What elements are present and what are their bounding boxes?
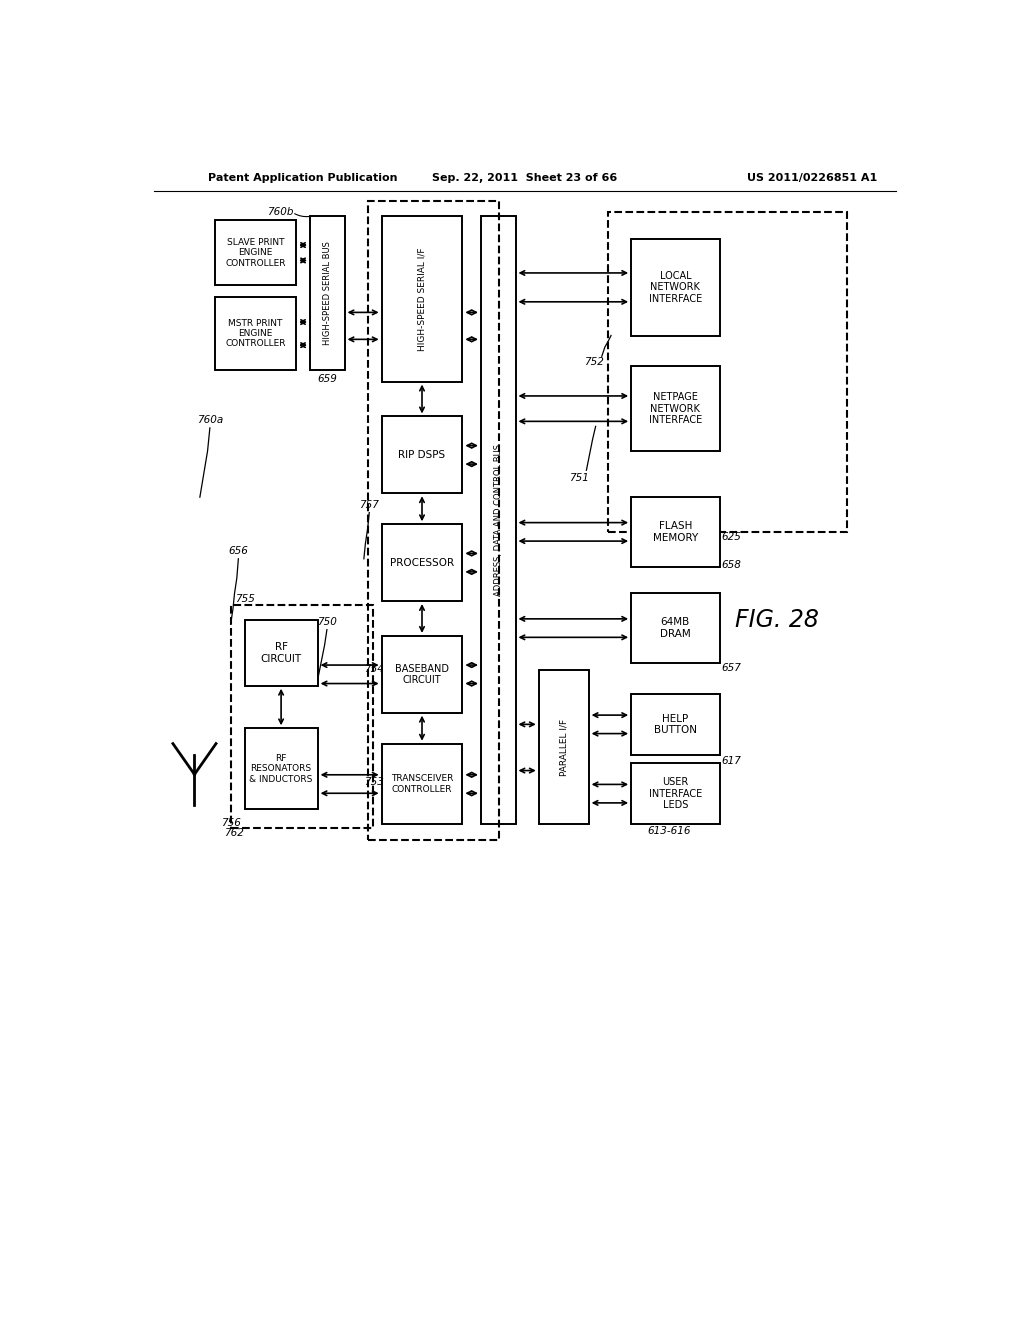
Bar — [631, 763, 720, 825]
Text: 753: 753 — [364, 777, 384, 787]
Text: 750: 750 — [317, 616, 337, 627]
Bar — [539, 671, 589, 825]
Text: PARALLEL I/F: PARALLEL I/F — [559, 719, 568, 776]
Text: 762: 762 — [224, 828, 244, 838]
Bar — [382, 743, 463, 825]
Text: 754: 754 — [364, 664, 384, 675]
Text: FLASH
MEMORY: FLASH MEMORY — [652, 521, 698, 543]
Bar — [310, 216, 345, 370]
Text: BASEBAND
CIRCUIT: BASEBAND CIRCUIT — [395, 664, 449, 685]
Bar — [382, 216, 463, 381]
Bar — [631, 693, 720, 755]
Text: RF
CIRCUIT: RF CIRCUIT — [260, 643, 302, 664]
Text: ADDRESS, DATA AND CONTROL BUS: ADDRESS, DATA AND CONTROL BUS — [494, 445, 503, 597]
Text: NETPAGE
NETWORK
INTERFACE: NETPAGE NETWORK INTERFACE — [649, 392, 702, 425]
Text: MSTR PRINT
ENGINE
CONTROLLER: MSTR PRINT ENGINE CONTROLLER — [225, 318, 286, 348]
Text: 64MB
DRAM: 64MB DRAM — [659, 618, 691, 639]
Bar — [481, 216, 515, 825]
Text: LOCAL
NETWORK
INTERFACE: LOCAL NETWORK INTERFACE — [649, 271, 702, 304]
Text: 755: 755 — [234, 594, 254, 603]
Bar — [368, 201, 499, 840]
Text: RF
RESONATORS
& INDUCTORS: RF RESONATORS & INDUCTORS — [250, 754, 312, 784]
Bar — [245, 729, 317, 809]
Text: HIGH-SPEED SERIAL I/F: HIGH-SPEED SERIAL I/F — [418, 247, 427, 351]
Text: Patent Application Publication: Patent Application Publication — [208, 173, 397, 182]
Bar — [631, 498, 720, 566]
Bar — [631, 594, 720, 663]
Text: Sep. 22, 2011  Sheet 23 of 66: Sep. 22, 2011 Sheet 23 of 66 — [432, 173, 617, 182]
Text: PROCESSOR: PROCESSOR — [390, 557, 454, 568]
Bar — [631, 366, 720, 451]
Text: US 2011/0226851 A1: US 2011/0226851 A1 — [748, 173, 878, 182]
Text: 760b: 760b — [267, 207, 294, 218]
Text: 752: 752 — [584, 358, 604, 367]
Bar — [215, 220, 296, 285]
Bar — [608, 213, 847, 532]
Bar — [245, 620, 317, 686]
Text: 760a: 760a — [197, 416, 223, 425]
Bar — [631, 239, 720, 335]
Text: 657: 657 — [721, 663, 741, 673]
Text: 756: 756 — [221, 818, 241, 828]
Text: 659: 659 — [317, 375, 337, 384]
Text: 751: 751 — [568, 473, 589, 483]
Text: RIP DSPS: RIP DSPS — [398, 450, 445, 459]
Text: 625: 625 — [721, 532, 741, 543]
Text: USER
INTERFACE
LEDS: USER INTERFACE LEDS — [649, 777, 702, 810]
Bar — [382, 636, 463, 713]
Bar — [230, 605, 373, 829]
Text: HELP
BUTTON: HELP BUTTON — [654, 714, 697, 735]
Text: HIGH-SPEED SERIAL BUS: HIGH-SPEED SERIAL BUS — [323, 242, 332, 345]
Text: TRANSCEIVER
CONTROLLER: TRANSCEIVER CONTROLLER — [391, 775, 454, 793]
Text: FIG. 28: FIG. 28 — [735, 609, 819, 632]
Text: 613-616: 613-616 — [648, 825, 691, 836]
Text: 658: 658 — [721, 560, 741, 570]
Bar — [215, 297, 296, 370]
Text: 656: 656 — [228, 546, 248, 556]
Bar — [382, 524, 463, 601]
Text: 757: 757 — [359, 500, 379, 510]
Text: 617: 617 — [721, 755, 741, 766]
Text: SLAVE PRINT
ENGINE
CONTROLLER: SLAVE PRINT ENGINE CONTROLLER — [225, 238, 286, 268]
Bar — [382, 416, 463, 494]
